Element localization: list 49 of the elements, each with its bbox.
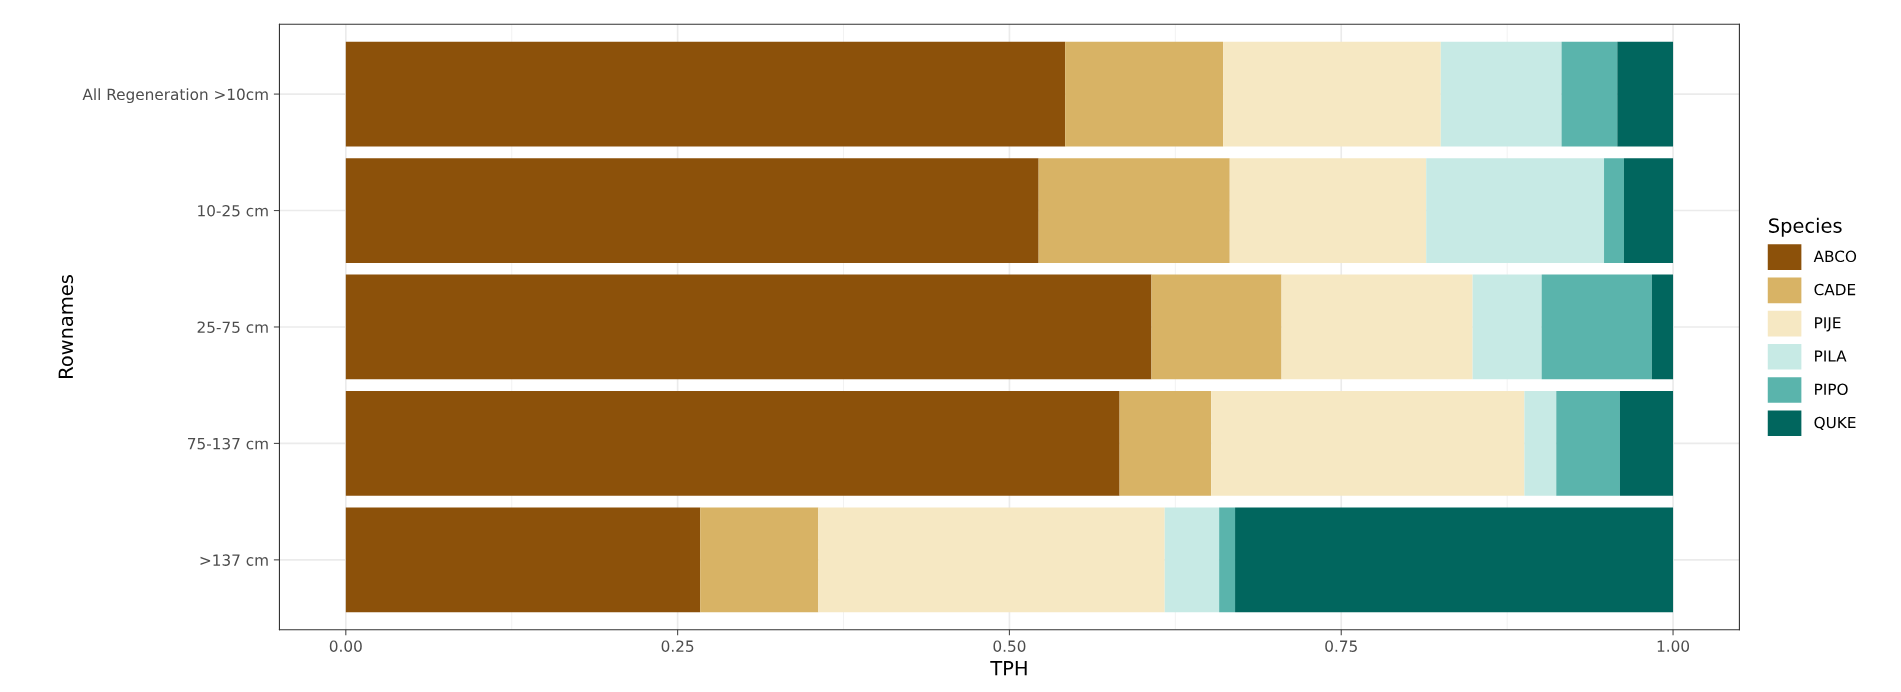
legend-label: QUKE (1814, 416, 1856, 431)
bar (1038, 158, 1230, 263)
bar (1229, 158, 1427, 263)
y-axis-title: Rownames (58, 275, 74, 378)
y-tick-label: 25-75 cm (197, 321, 268, 333)
x-tick-label: 0.25 (661, 640, 694, 652)
x-tick-label: 1.00 (1657, 640, 1690, 652)
bar (1211, 391, 1525, 496)
bar (1617, 41, 1674, 147)
bar (1151, 274, 1282, 380)
bar (1119, 391, 1212, 496)
x-tick-label: 0.50 (993, 640, 1026, 652)
bar (1440, 41, 1562, 147)
bar (1604, 158, 1624, 263)
bar (1472, 274, 1542, 380)
bar (1219, 507, 1236, 613)
bar (1223, 41, 1441, 147)
legend-label: ABCO (1813, 250, 1857, 263)
bar (345, 391, 1120, 496)
bar (1281, 274, 1473, 380)
bar (1065, 41, 1224, 147)
bar (1524, 391, 1557, 496)
bar (700, 507, 819, 613)
x-axis-title: TPH (990, 661, 1027, 676)
bar (1426, 158, 1605, 263)
bar (1561, 41, 1618, 147)
x-tick-label: 0.75 (1325, 640, 1357, 652)
bar (1556, 391, 1620, 496)
bar (1623, 158, 1674, 263)
y-tick-label: All Regeneration >10cm (82, 88, 268, 104)
legend-label: CADE (1814, 283, 1856, 296)
bar (1164, 507, 1220, 613)
bar (1541, 274, 1652, 380)
bar (345, 274, 1152, 380)
y-tick-label: >137 cm (200, 554, 268, 566)
x-tick-label: 0.00 (329, 640, 362, 652)
bar (1651, 274, 1674, 380)
y-tick-label: 10-25 cm (198, 204, 268, 217)
bar (818, 507, 1165, 613)
bar (1619, 391, 1674, 496)
bar (345, 507, 701, 613)
legend-title: Species (1769, 217, 1842, 237)
y-tick-label: 75-137 cm (188, 437, 268, 450)
legend-label: PILA (1815, 350, 1847, 362)
bar (345, 158, 1039, 263)
legend-label: PIJE (1815, 317, 1841, 332)
bar (345, 41, 1066, 147)
legend-label: PIPO (1815, 383, 1848, 396)
bar (1235, 507, 1674, 613)
